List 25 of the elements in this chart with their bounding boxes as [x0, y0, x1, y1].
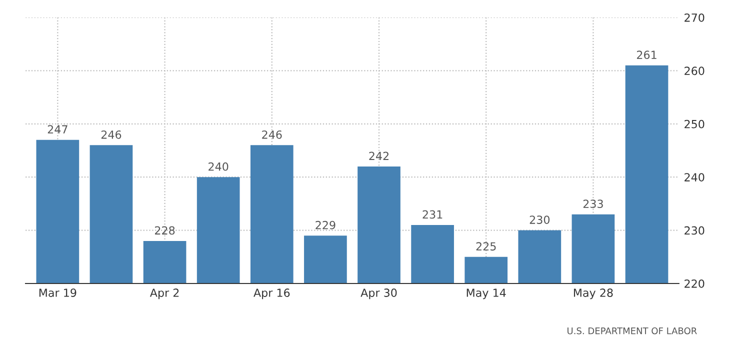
data-label: 240 [208, 162, 228, 171]
y-tick-label: 250 [684, 120, 704, 128]
data-label: 261 [636, 50, 656, 60]
data-label: 246 [101, 130, 122, 139]
data-label: 242 [369, 152, 388, 160]
y-tick-label: 260 [684, 66, 704, 76]
x-tick-label: Apr 30 [360, 288, 397, 300]
data-label: 247 [48, 125, 68, 134]
y-tick-label: 230 [684, 226, 704, 235]
x-tick-label: May 28 [574, 288, 613, 300]
data-label: 229 [316, 220, 336, 230]
y-tick-label: 240 [684, 173, 704, 182]
data-label: 233 [583, 200, 603, 208]
x-tick-label: May 14 [466, 288, 506, 300]
y-tick-label: 270 [684, 13, 704, 22]
x-tick-label: Apr 16 [254, 288, 290, 300]
data-label: 225 [476, 242, 496, 251]
data-label: 246 [262, 130, 282, 139]
data-label: 231 [422, 210, 442, 219]
data-label: 230 [530, 216, 550, 224]
x-tick-label: Apr 2 [150, 288, 179, 300]
y-tick-label: 220 [684, 279, 704, 288]
data-label: 228 [155, 226, 175, 235]
text: U.S. DEPARTMENT OF LABOR [568, 327, 697, 334]
x-tick-label: Mar 19 [39, 288, 76, 297]
